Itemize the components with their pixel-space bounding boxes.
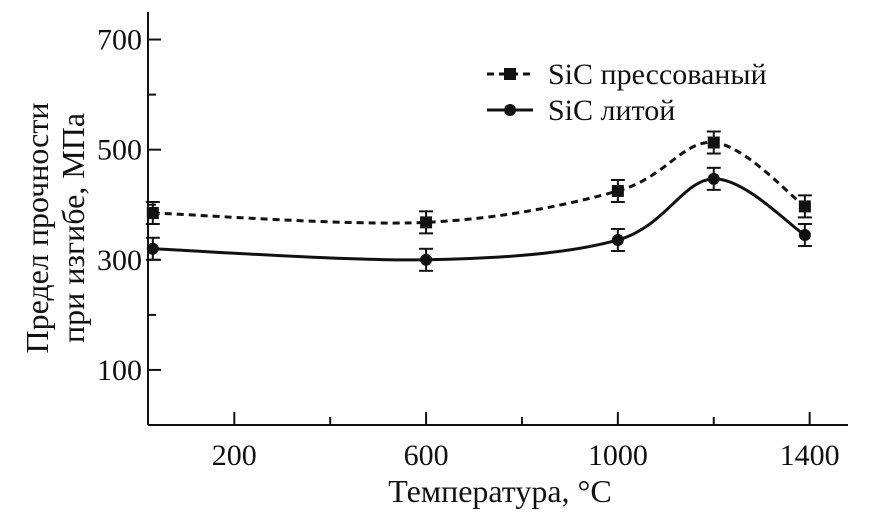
legend-label-2: SiC литой	[548, 94, 675, 127]
y-axis-title-line-2: при изгибе, МПа	[55, 113, 91, 343]
data-point-square	[798, 200, 811, 213]
legend-marker-square	[504, 68, 516, 80]
x-tick-label: 200	[212, 439, 257, 472]
data-point-square	[146, 206, 159, 219]
data-point-square	[420, 216, 433, 229]
data-point-circle	[146, 242, 159, 255]
series-line-2	[152, 177, 806, 262]
data-point-square	[707, 136, 720, 149]
y-axis-title-line-1: Предел прочности	[19, 103, 55, 354]
data-point-circle	[420, 253, 433, 266]
y-tick-label: 100	[97, 354, 142, 387]
data-point-square	[611, 184, 624, 197]
x-tick-label: 1000	[588, 439, 648, 472]
legend-marker-circle	[504, 104, 516, 116]
data-point-circle	[611, 233, 624, 246]
series-curves	[152, 141, 806, 262]
data-point-circle	[798, 229, 811, 242]
series-markers	[145, 130, 812, 272]
y-tick-label: 500	[97, 134, 142, 167]
y-tick-label: 700	[97, 24, 142, 57]
x-tick-label: 600	[404, 439, 449, 472]
legend-label-1: SiC прессованый	[548, 58, 767, 91]
series-line-1	[152, 141, 806, 225]
y-tick-label: 300	[97, 244, 142, 277]
ticks: 200 600 1000 1400 100 300 500 700	[97, 24, 840, 472]
x-axis-title: Температура, °C	[388, 473, 611, 509]
y-axis-title: Предел прочности при изгибе, МПа	[19, 103, 91, 354]
data-point-circle	[707, 172, 720, 185]
x-tick-label: 1400	[780, 439, 840, 472]
